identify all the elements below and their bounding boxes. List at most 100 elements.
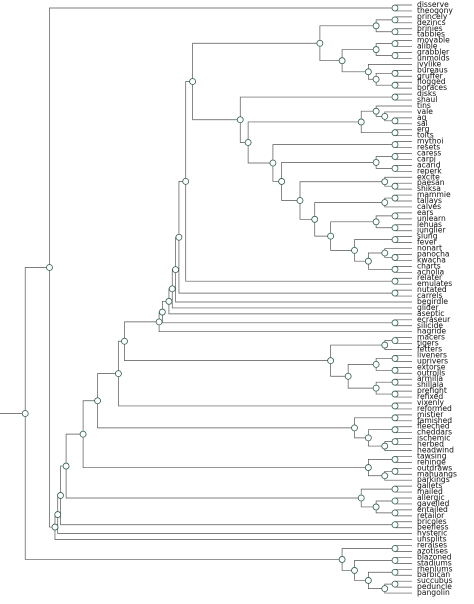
leaf-label: ecraseur [417, 315, 451, 324]
tree-node [391, 81, 399, 89]
tree-node [51, 523, 59, 531]
branch [360, 488, 395, 499]
branch [247, 121, 362, 143]
branch [247, 142, 273, 164]
leaf-label: flogged [417, 77, 446, 86]
leaf-label: nutated [417, 285, 447, 294]
branch [368, 429, 395, 438]
branch [65, 433, 84, 467]
tree-node [372, 75, 380, 83]
leaf-label: bureaus [417, 65, 448, 74]
leaf-label: herbed [417, 440, 444, 449]
branch [192, 81, 241, 121]
branch [178, 181, 186, 238]
leaf-label: outrolls [417, 368, 445, 377]
branch [24, 413, 343, 560]
tree-node [278, 178, 286, 185]
leaf-label: disserve [417, 0, 449, 9]
branch [175, 236, 179, 270]
leaf-label: fetters [417, 345, 442, 354]
leaf-label: acholia [417, 267, 444, 276]
leaf-label: retailor [417, 511, 445, 520]
leaf-label: shaul [417, 95, 437, 104]
leaf-label: hysteric [417, 529, 447, 538]
tree-node [94, 397, 101, 405]
tree-node [381, 199, 389, 206]
tree-node [155, 318, 163, 326]
tree-node [182, 177, 190, 185]
leaf-label: glider [417, 303, 440, 312]
leaf-label: tabbies [417, 30, 445, 39]
leaf-label: beefless [417, 523, 449, 532]
leaf-label: brinies [417, 24, 443, 33]
branch [384, 248, 412, 253]
leaf-label: blazoned [417, 552, 452, 561]
leaf-label: reperk [417, 166, 442, 175]
tree-node [391, 378, 399, 386]
branch [57, 514, 412, 535]
branch [319, 43, 343, 62]
branch [24, 267, 50, 414]
leaf-label: gallets [417, 481, 442, 490]
leaf-label: mahuangs [417, 469, 457, 478]
tree-node [391, 580, 399, 588]
leaf-label: stadiums [417, 558, 452, 567]
leaf-label: unsplits [417, 535, 447, 544]
leaf-label: gavelled [417, 499, 450, 508]
tree-node [381, 112, 389, 120]
branch [375, 105, 412, 112]
leaf-label: fleeched [417, 422, 450, 431]
branch [384, 202, 412, 208]
tree-node [391, 414, 399, 422]
leaf-label: kwacha [417, 255, 446, 264]
tree-node [391, 366, 399, 374]
leaf-label: slung [417, 232, 438, 241]
branch [330, 221, 377, 237]
tree-node [391, 426, 399, 434]
tree-node [115, 370, 122, 378]
leaf-label: tawsing [417, 451, 447, 460]
leaf-label: unlearn [417, 214, 446, 223]
branch [281, 162, 377, 182]
tree-node [372, 46, 380, 53]
branch [347, 376, 377, 389]
tree-node [168, 285, 176, 293]
tree-node [391, 254, 399, 261]
tree-node [391, 236, 399, 244]
tree-node [391, 4, 399, 12]
leaf-label: panocha [417, 249, 450, 258]
tree-node [391, 521, 399, 529]
tree-node [364, 577, 372, 584]
tree-node [57, 492, 64, 499]
tree-node [338, 57, 346, 65]
leaf-label: silicide [417, 321, 443, 330]
leaf-label: mailed [417, 487, 443, 496]
tree-node [327, 357, 335, 365]
leaf-label: parkings [417, 475, 450, 484]
leaf-label: dezincs [417, 18, 446, 27]
tree-node [189, 78, 197, 85]
branch [60, 465, 67, 496]
leaf-label: uprivers [417, 356, 448, 365]
leaf-label: ag [417, 113, 427, 122]
leaf-label: barbican [417, 570, 450, 579]
tree-node [391, 509, 399, 517]
leaf-label: tigers [417, 339, 439, 348]
leaf-label: charts [417, 261, 441, 270]
leaf-label: ears [417, 208, 433, 217]
leaf-label: paesan [417, 178, 445, 187]
leaf-label: vale [417, 107, 433, 116]
leaf-label: resets [417, 143, 440, 152]
tree-node [54, 511, 62, 518]
branch [314, 219, 331, 237]
tree-node [391, 289, 399, 297]
leaf-label: tallays [417, 196, 442, 205]
leaf-label: carpi [417, 154, 436, 163]
branch [319, 25, 377, 44]
tree-node [311, 215, 319, 223]
leaf-label: macers [417, 333, 445, 342]
tree-node [21, 410, 29, 417]
branch [185, 181, 395, 282]
tree-node [391, 40, 399, 48]
